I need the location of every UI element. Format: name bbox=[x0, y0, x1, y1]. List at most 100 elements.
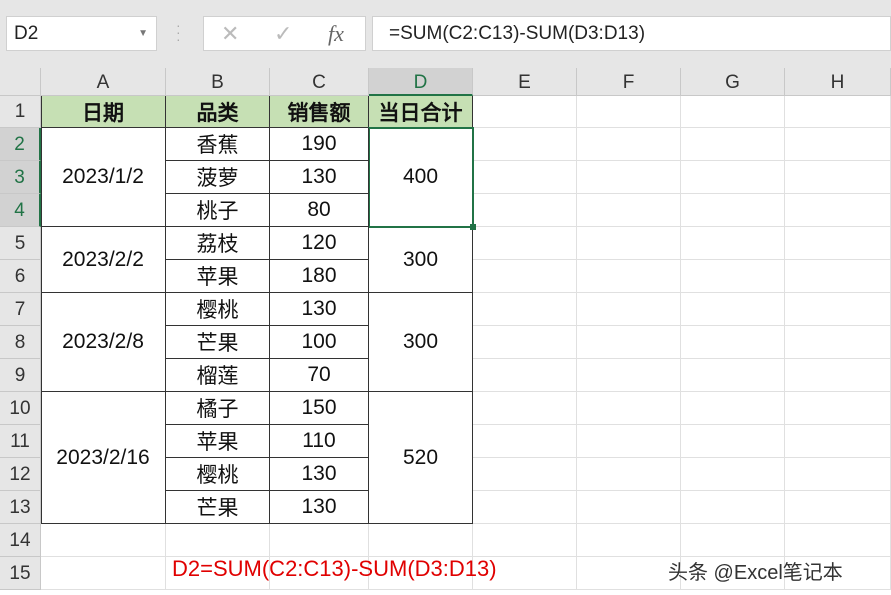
cell[interactable] bbox=[473, 392, 577, 425]
cell[interactable] bbox=[473, 194, 577, 227]
cell[interactable] bbox=[577, 161, 681, 194]
fx-icon[interactable]: fx bbox=[328, 21, 344, 46]
name-box[interactable]: D2 ▼ bbox=[6, 16, 157, 51]
chevron-down-icon[interactable]: ▼ bbox=[138, 28, 148, 39]
sales-cell[interactable]: 70 bbox=[270, 359, 369, 392]
selected-cell-d2[interactable]: 400 bbox=[368, 127, 474, 228]
category-cell[interactable]: 榴莲 bbox=[166, 359, 270, 392]
sales-cell[interactable]: 130 bbox=[270, 458, 369, 491]
cell[interactable] bbox=[681, 326, 785, 359]
cell[interactable] bbox=[785, 359, 891, 392]
cell[interactable] bbox=[785, 96, 891, 128]
column-header-F[interactable]: F bbox=[577, 68, 681, 96]
category-cell[interactable]: 芒果 bbox=[166, 491, 270, 524]
cell[interactable] bbox=[473, 326, 577, 359]
cell[interactable] bbox=[681, 96, 785, 128]
cell[interactable] bbox=[577, 491, 681, 524]
category-cell[interactable]: 菠萝 bbox=[166, 161, 270, 194]
cell[interactable] bbox=[577, 359, 681, 392]
cell[interactable] bbox=[577, 194, 681, 227]
cell[interactable] bbox=[785, 425, 891, 458]
column-header-E[interactable]: E bbox=[473, 68, 577, 96]
cell[interactable] bbox=[166, 557, 270, 590]
row-header-15[interactable]: 15 bbox=[0, 557, 41, 590]
row-header-4[interactable]: 4 bbox=[0, 194, 41, 227]
row-header-9[interactable]: 9 bbox=[0, 359, 41, 392]
cell[interactable] bbox=[785, 326, 891, 359]
date-cell[interactable]: 2023/2/8 bbox=[41, 293, 166, 392]
sales-cell[interactable]: 80 bbox=[270, 194, 369, 227]
cell[interactable] bbox=[785, 491, 891, 524]
cell[interactable] bbox=[681, 392, 785, 425]
cell[interactable] bbox=[473, 293, 577, 326]
row-header-7[interactable]: 7 bbox=[0, 293, 41, 326]
cell[interactable] bbox=[577, 96, 681, 128]
cell[interactable] bbox=[473, 557, 577, 590]
category-cell[interactable]: 苹果 bbox=[166, 425, 270, 458]
total-cell[interactable]: 300 bbox=[369, 227, 473, 293]
cell[interactable] bbox=[577, 392, 681, 425]
cell[interactable] bbox=[577, 557, 681, 590]
cell[interactable] bbox=[681, 425, 785, 458]
column-header-C[interactable]: C bbox=[270, 68, 369, 96]
cell[interactable] bbox=[369, 557, 473, 590]
cell[interactable] bbox=[577, 425, 681, 458]
category-cell[interactable]: 橘子 bbox=[166, 392, 270, 425]
sales-cell[interactable]: 100 bbox=[270, 326, 369, 359]
header-cell[interactable]: 当日合计 bbox=[369, 96, 473, 128]
row-header-8[interactable]: 8 bbox=[0, 326, 41, 359]
cell[interactable] bbox=[681, 458, 785, 491]
cell[interactable] bbox=[681, 359, 785, 392]
cell[interactable] bbox=[577, 458, 681, 491]
total-cell[interactable]: 300 bbox=[369, 293, 473, 392]
cell[interactable] bbox=[785, 392, 891, 425]
cell[interactable] bbox=[41, 557, 166, 590]
row-header-2[interactable]: 2 bbox=[0, 128, 41, 161]
cell[interactable] bbox=[270, 524, 369, 557]
column-header-G[interactable]: G bbox=[681, 68, 785, 96]
cell[interactable] bbox=[785, 128, 891, 161]
cell[interactable] bbox=[681, 194, 785, 227]
cell[interactable] bbox=[785, 227, 891, 260]
column-header-B[interactable]: B bbox=[166, 68, 270, 96]
cell[interactable] bbox=[473, 359, 577, 392]
cell[interactable] bbox=[577, 128, 681, 161]
cell[interactable] bbox=[473, 161, 577, 194]
select-all-corner[interactable] bbox=[0, 68, 41, 96]
cell[interactable] bbox=[473, 425, 577, 458]
cell[interactable] bbox=[473, 524, 577, 557]
category-cell[interactable]: 桃子 bbox=[166, 194, 270, 227]
cell[interactable] bbox=[681, 260, 785, 293]
date-cell[interactable]: 2023/1/2 bbox=[41, 128, 166, 227]
cell[interactable] bbox=[785, 293, 891, 326]
sales-cell[interactable]: 190 bbox=[270, 128, 369, 161]
check-icon[interactable]: ✓ bbox=[274, 21, 293, 46]
cell[interactable] bbox=[473, 458, 577, 491]
sales-cell[interactable]: 130 bbox=[270, 293, 369, 326]
cell[interactable] bbox=[785, 458, 891, 491]
cell[interactable] bbox=[41, 524, 166, 557]
cell[interactable] bbox=[473, 491, 577, 524]
header-cell[interactable]: 销售额 bbox=[270, 96, 369, 128]
cell[interactable] bbox=[785, 161, 891, 194]
cell[interactable] bbox=[577, 227, 681, 260]
cell[interactable] bbox=[577, 524, 681, 557]
sales-cell[interactable]: 150 bbox=[270, 392, 369, 425]
cell[interactable] bbox=[681, 491, 785, 524]
cell[interactable] bbox=[681, 161, 785, 194]
column-header-H[interactable]: H bbox=[785, 68, 891, 96]
row-header-6[interactable]: 6 bbox=[0, 260, 41, 293]
cell[interactable] bbox=[681, 557, 785, 590]
cell[interactable] bbox=[681, 128, 785, 161]
cell[interactable] bbox=[577, 326, 681, 359]
row-header-11[interactable]: 11 bbox=[0, 425, 41, 458]
fill-handle[interactable] bbox=[470, 224, 476, 230]
column-header-D[interactable]: D bbox=[369, 68, 473, 96]
column-header-A[interactable]: A bbox=[41, 68, 166, 96]
category-cell[interactable]: 苹果 bbox=[166, 260, 270, 293]
row-header-1[interactable]: 1 bbox=[0, 96, 41, 128]
formula-input[interactable]: =SUM(C2:C13)-SUM(D3:D13) bbox=[372, 16, 891, 51]
cell[interactable] bbox=[369, 524, 473, 557]
category-cell[interactable]: 荔枝 bbox=[166, 227, 270, 260]
cell[interactable] bbox=[681, 524, 785, 557]
